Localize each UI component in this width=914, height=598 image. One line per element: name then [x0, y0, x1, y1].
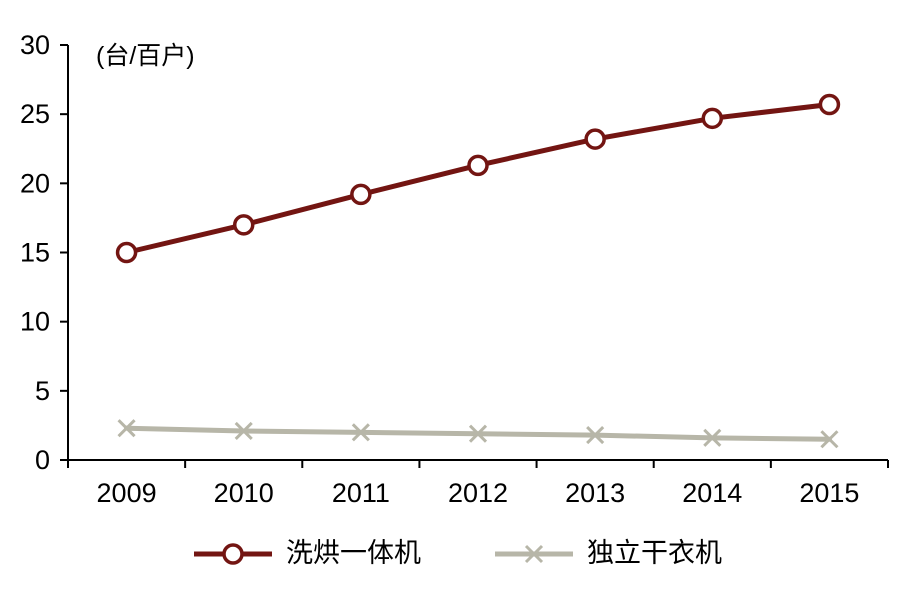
x-marker	[351, 423, 370, 442]
x-tick-label: 2009	[97, 478, 157, 508]
y-tick-label: 20	[20, 168, 50, 198]
x-marker	[820, 430, 839, 449]
legend-item-combo-washer-dryer: 洗烘一体机	[192, 540, 421, 567]
y-tick-label: 0	[35, 445, 50, 475]
x-marker	[468, 424, 488, 443]
y-tick-label: 5	[35, 376, 50, 406]
circle-marker	[467, 154, 489, 177]
circle-marker	[232, 214, 255, 236]
x-marker	[234, 421, 253, 441]
x-marker	[117, 419, 136, 438]
legend-marker-circle-line	[194, 542, 272, 565]
y-tick-label: 30	[20, 30, 50, 60]
circle-marker	[584, 128, 606, 150]
legend-marker-x-line	[495, 544, 573, 563]
circle-marker	[350, 183, 372, 206]
x-marker	[703, 428, 722, 447]
x-tick-label: 2015	[799, 478, 859, 508]
legend-label-combo-washer-dryer: 洗烘一体机	[286, 538, 421, 568]
x-tick-label: 2011	[332, 478, 390, 508]
y-tick-label: 10	[20, 307, 50, 337]
x-tick-label: 2013	[565, 478, 625, 508]
line-chart-canvas: 0 5 10 15 20 25 30 2009 2010 2011 2012 2013 2014 2015…	[20, 30, 889, 508]
x-tick-label: 2012	[448, 478, 508, 508]
legend-label-standalone-dryer: 独立干衣机	[587, 538, 722, 568]
x-tick-label: 2014	[682, 478, 742, 508]
x-tick-label: 2010	[214, 478, 274, 508]
series-line-0	[124, 101, 832, 255]
chart-legend: 洗烘一体机 独立干衣机	[0, 540, 914, 567]
legend-item-standalone-dryer: 独立干衣机	[493, 540, 722, 567]
x-marker	[586, 426, 605, 445]
y-tick-label: 25	[20, 99, 50, 129]
y-tick-label: 15	[20, 238, 50, 268]
unit-label: (台/百户)	[96, 42, 195, 70]
circle-marker	[115, 241, 138, 264]
circle-marker	[701, 107, 724, 130]
circle-marker	[818, 93, 841, 116]
